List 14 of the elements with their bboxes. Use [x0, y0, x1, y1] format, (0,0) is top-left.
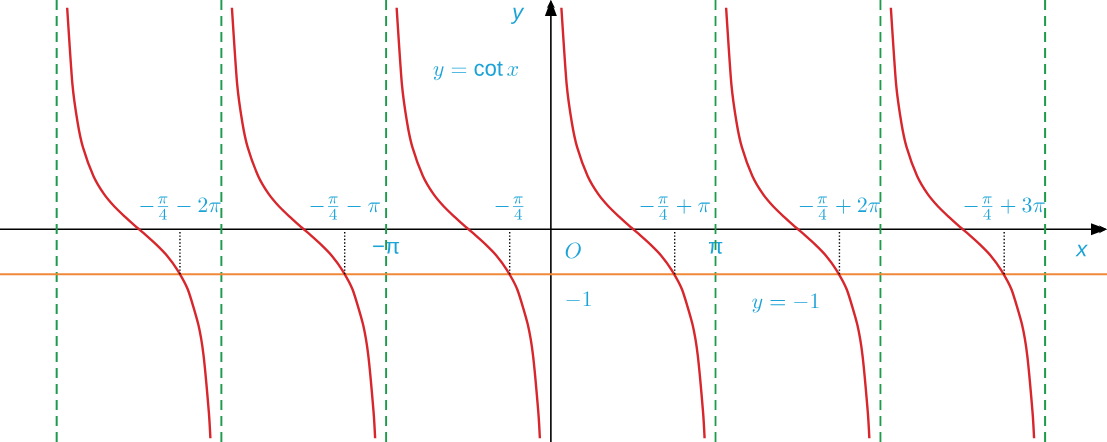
- annotation: $-\frac{\pi}{4}$: [495, 196, 524, 220]
- annotation: $-\frac{\pi}{4}-\pi$: [310, 196, 380, 220]
- annotation: $-\frac{\pi}{4}-2\pi$: [140, 196, 221, 220]
- x-tick-label: −π: [373, 241, 400, 254]
- annotation: $y=\cot x$: [433, 61, 519, 81]
- annotation: $-\frac{\pi}{4}+\pi$: [640, 196, 710, 220]
- annotation: $y=-1$: [752, 293, 819, 313]
- annotation: $-\frac{\pi}{4}+2\pi$: [799, 196, 881, 220]
- annotation: $O$: [565, 242, 581, 259]
- annotation: $-1$: [566, 291, 591, 307]
- annotation: $-\frac{\pi}{4}+3\pi$: [964, 196, 1045, 220]
- x-tick-label: π: [708, 241, 723, 254]
- x-axis-title: x: [1075, 244, 1088, 257]
- y-axis-title: y: [510, 7, 525, 24]
